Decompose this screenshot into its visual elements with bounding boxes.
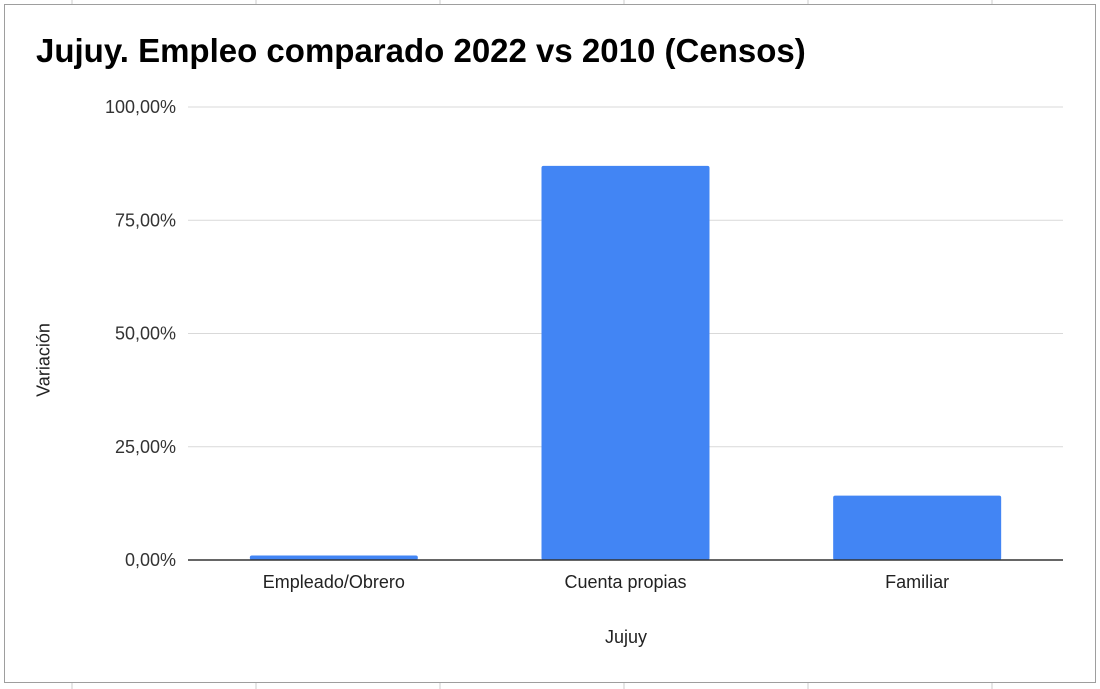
chart-title: Jujuy. Empleo comparado 2022 vs 2010 (Ce… bbox=[36, 32, 806, 69]
y-tick-label: 50,00% bbox=[115, 324, 176, 344]
y-axis-label: Variación bbox=[33, 323, 54, 397]
x-tick-label: Empleado/Obrero bbox=[263, 572, 405, 592]
y-tick-label: 100,00% bbox=[105, 97, 176, 117]
y-tick-label: 0,00% bbox=[125, 550, 176, 570]
bar bbox=[833, 495, 1002, 560]
x-axis-label: Jujuy bbox=[604, 627, 648, 647]
bar bbox=[541, 165, 710, 560]
x-tick-label: Cuenta propias bbox=[564, 572, 686, 592]
y-tick-label: 25,00% bbox=[115, 437, 176, 457]
y-tick-label: 75,00% bbox=[115, 210, 176, 230]
x-tick-label: Familiar bbox=[885, 572, 949, 592]
bar bbox=[249, 555, 418, 560]
